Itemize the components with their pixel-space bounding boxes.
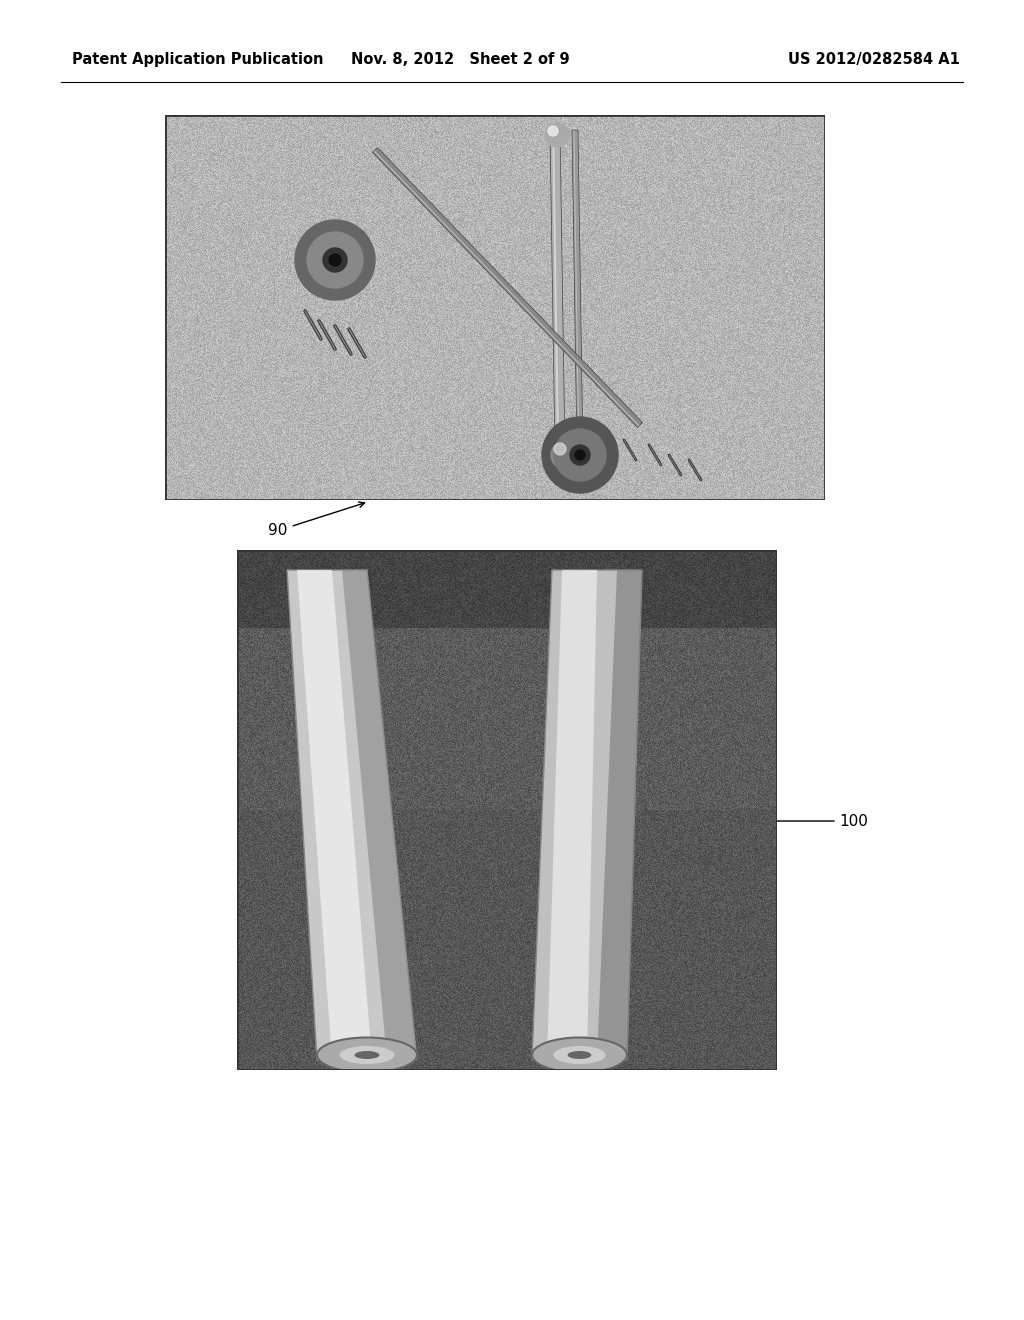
- Text: 90: 90: [268, 502, 365, 539]
- Text: US 2012/0282584 A1: US 2012/0282584 A1: [788, 51, 961, 67]
- Polygon shape: [374, 150, 640, 426]
- Polygon shape: [573, 129, 580, 455]
- Polygon shape: [597, 570, 642, 1060]
- Ellipse shape: [553, 1045, 605, 1064]
- Ellipse shape: [567, 1051, 592, 1059]
- Polygon shape: [373, 148, 642, 428]
- Text: Figure 4: Figure 4: [479, 1052, 545, 1071]
- Polygon shape: [297, 570, 372, 1060]
- Text: 80: 80: [700, 450, 823, 478]
- Polygon shape: [342, 570, 417, 1060]
- Circle shape: [554, 444, 566, 455]
- Circle shape: [329, 253, 341, 267]
- Circle shape: [551, 441, 579, 469]
- Polygon shape: [572, 129, 583, 455]
- Text: 100: 100: [690, 813, 868, 829]
- Ellipse shape: [354, 1051, 380, 1059]
- Ellipse shape: [532, 1038, 627, 1072]
- Ellipse shape: [317, 1038, 417, 1072]
- Circle shape: [323, 248, 347, 272]
- Circle shape: [548, 125, 558, 136]
- Circle shape: [570, 445, 590, 465]
- Circle shape: [575, 450, 585, 459]
- Polygon shape: [547, 570, 597, 1060]
- Polygon shape: [532, 570, 642, 1060]
- Text: Figure 3: Figure 3: [479, 553, 545, 572]
- Text: Nov. 8, 2012   Sheet 2 of 9: Nov. 8, 2012 Sheet 2 of 9: [350, 51, 569, 67]
- Polygon shape: [287, 570, 417, 1060]
- Circle shape: [545, 123, 569, 147]
- Polygon shape: [550, 129, 565, 455]
- Polygon shape: [552, 129, 559, 455]
- Ellipse shape: [340, 1045, 394, 1064]
- Circle shape: [307, 232, 362, 288]
- Circle shape: [542, 417, 618, 492]
- Circle shape: [554, 429, 606, 480]
- Text: Patent Application Publication: Patent Application Publication: [72, 51, 324, 67]
- Circle shape: [295, 220, 375, 300]
